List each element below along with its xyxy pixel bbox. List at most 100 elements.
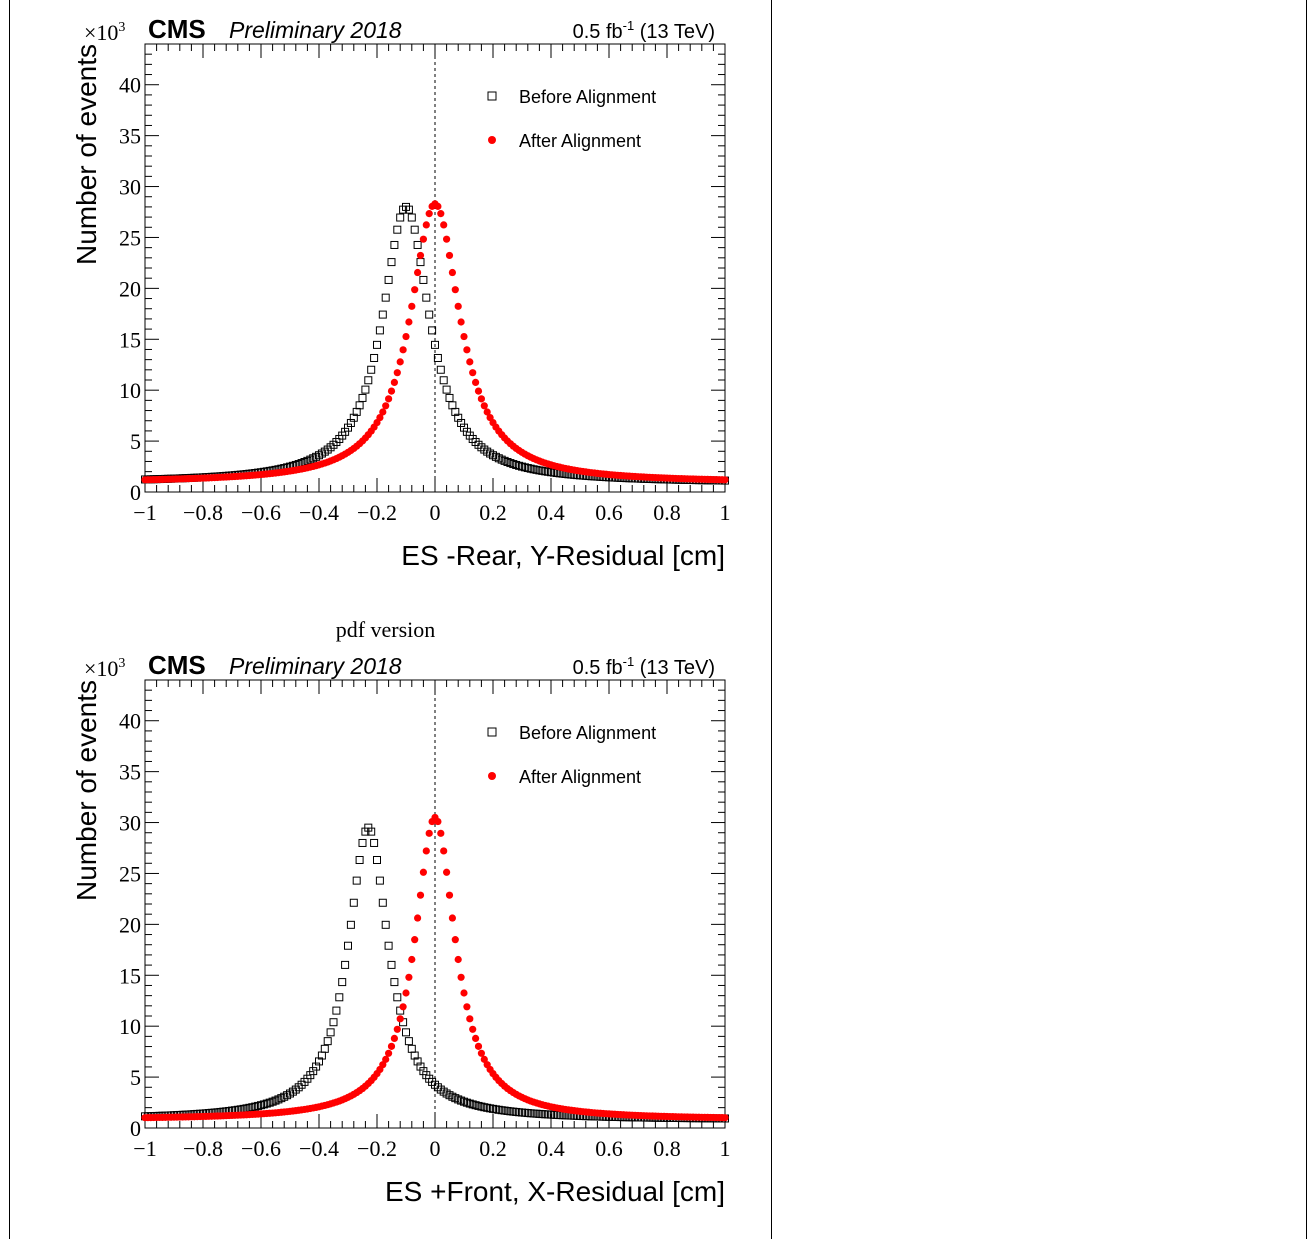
before-alignment-point xyxy=(404,205,413,214)
before-alignment-point xyxy=(419,1067,428,1076)
y-tick-label: 40 xyxy=(119,709,141,734)
after-alignment-point xyxy=(460,989,468,997)
y-tick-label: 5 xyxy=(130,1065,141,1090)
before-alignment-point xyxy=(523,464,532,473)
after-alignment-point xyxy=(405,973,413,981)
before-alignment-point xyxy=(265,1098,274,1107)
cms-label: CMS xyxy=(148,650,206,680)
after-alignment-point xyxy=(466,1015,474,1023)
before-alignment-point xyxy=(494,454,503,463)
preliminary-label: Preliminary 2018 xyxy=(229,17,402,43)
before-alignment-point xyxy=(396,213,405,222)
after-alignment-point xyxy=(466,358,474,366)
x-tick-label: −0.4 xyxy=(299,500,339,525)
before-alignment-point xyxy=(373,856,381,865)
after-alignment-point xyxy=(437,210,445,218)
chart-es-front-x-residual: −1 −0.8 −0.6 −0.4 −0.2 0 0.2 0.4 0.6 0.8 105101520… xyxy=(71,650,731,1207)
x-tick-label: 0.2 xyxy=(479,500,507,525)
before-alignment-point xyxy=(506,459,515,468)
after-alignment-point xyxy=(385,395,393,403)
after-alignment-point xyxy=(440,221,448,229)
y-multiplier: ×103 xyxy=(84,656,125,681)
y-tick-label: 40 xyxy=(119,73,141,98)
before-alignment-point xyxy=(381,293,390,302)
x-tick-label: −0.8 xyxy=(183,1136,223,1161)
preliminary-label: Preliminary 2018 xyxy=(229,653,402,679)
y-tick-label: 10 xyxy=(119,378,141,403)
after-alignment-point xyxy=(402,989,410,997)
before-alignment-point xyxy=(445,1091,454,1100)
after-alignment-point xyxy=(405,318,413,326)
before-alignment-point xyxy=(312,1062,321,1071)
after-alignment-point xyxy=(437,829,445,837)
y-tick-label: 20 xyxy=(119,276,141,301)
after-alignment-point xyxy=(454,302,462,310)
before-alignment-point xyxy=(329,440,338,449)
before-alignment-point xyxy=(532,465,541,474)
after-alignment-point xyxy=(385,1049,393,1057)
after-alignment-point xyxy=(445,251,454,260)
before-alignment-point xyxy=(410,225,419,234)
legend-marker-before xyxy=(487,91,497,101)
after-alignment-point xyxy=(399,346,407,354)
before-alignment-point xyxy=(474,1101,483,1110)
before-alignment-point xyxy=(259,1100,268,1109)
before-alignment-point xyxy=(402,1028,410,1037)
before-alignment-point xyxy=(367,365,376,374)
before-alignment-point xyxy=(370,353,379,362)
before-alignment-point xyxy=(323,445,332,454)
x-tick-label: 1 xyxy=(720,1136,731,1161)
after-alignment-point xyxy=(483,408,491,416)
before-alignment-point xyxy=(373,340,381,349)
after-alignment-point xyxy=(422,221,430,229)
before-alignment-point xyxy=(297,1080,306,1089)
before-alignment-point xyxy=(529,465,538,474)
after-alignment-point xyxy=(474,387,483,395)
after-alignment-point xyxy=(454,955,462,964)
after-alignment-point xyxy=(382,1055,390,1063)
after-alignment-point xyxy=(434,202,442,210)
before-alignment-point xyxy=(512,460,521,469)
before-alignment-point xyxy=(323,1037,332,1046)
y-tick-label: 0 xyxy=(130,480,141,505)
before-alignment-point xyxy=(520,463,529,472)
x-tick-label: 0.6 xyxy=(595,500,623,525)
x-tick-label: −0.6 xyxy=(241,1136,281,1161)
before-alignment-point xyxy=(509,460,518,469)
before-alignment-point xyxy=(486,1104,495,1113)
after-alignment-point xyxy=(480,402,488,410)
before-alignment-point xyxy=(448,1092,457,1101)
after-alignment-point xyxy=(457,318,465,326)
before-alignment-point xyxy=(431,1080,439,1089)
after-alignment-point xyxy=(416,251,425,260)
before-alignment-point xyxy=(433,1083,442,1092)
before-alignment-point xyxy=(349,898,358,907)
before-alignment-point xyxy=(445,393,454,402)
after-alignment-point xyxy=(399,1003,407,1011)
after-alignment-point xyxy=(408,302,416,310)
y-tick-label: 30 xyxy=(119,175,141,200)
after-alignment-point xyxy=(396,358,404,366)
y-tick-label: 20 xyxy=(119,912,141,937)
x-tick-label: −0.8 xyxy=(183,500,223,525)
before-alignment-point xyxy=(535,466,544,475)
chart-es-rear-y-residual: −1 −0.8 −0.6 −0.4 −0.2 0 0.2 0.4 0.6 0.8 105101520… xyxy=(71,14,731,571)
after-alignment-point xyxy=(434,817,442,826)
before-alignment-point xyxy=(257,1101,265,1110)
before-alignment-point xyxy=(413,1057,422,1066)
before-alignment-point xyxy=(448,401,457,410)
before-alignment-point xyxy=(518,462,526,471)
before-alignment-point xyxy=(332,1006,341,1015)
before-alignment-point xyxy=(384,941,393,950)
before-alignment-point xyxy=(355,856,364,865)
x-tick-label: 1 xyxy=(720,500,731,525)
before-alignment-point xyxy=(309,1067,318,1076)
before-alignment-point xyxy=(370,838,379,847)
before-alignment-point xyxy=(358,838,367,847)
before-alignment-point xyxy=(326,443,335,452)
before-alignment-point xyxy=(393,225,402,234)
before-alignment-point xyxy=(471,438,480,447)
after-alignment-point xyxy=(448,268,456,277)
before-alignment-point xyxy=(471,1101,480,1110)
x-tick-label: 0.4 xyxy=(537,1136,565,1161)
